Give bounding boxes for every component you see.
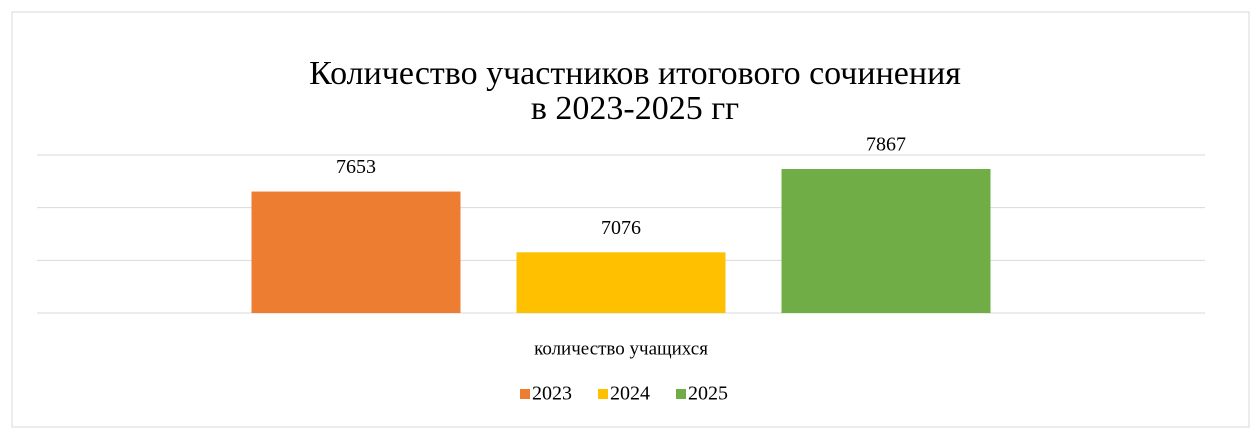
chart-title: Количество участников итогового сочинени… [309,55,961,92]
legend-swatch [520,389,530,399]
chart-frame [11,11,1250,428]
value-label: 7867 [866,134,906,156]
chart-title: в 2023-2025 гг [531,90,739,127]
legend-label: 2025 [688,383,728,405]
legend-swatch [676,389,686,399]
x-tick-label: количество учащихся [534,338,708,359]
legend-label: 2024 [610,383,650,405]
bar [516,252,726,313]
value-label: 7653 [336,156,376,178]
legend-swatch [598,389,608,399]
value-label: 7076 [601,217,641,239]
bar [781,169,991,313]
bar [251,191,461,313]
legend-label: 2023 [532,383,572,405]
